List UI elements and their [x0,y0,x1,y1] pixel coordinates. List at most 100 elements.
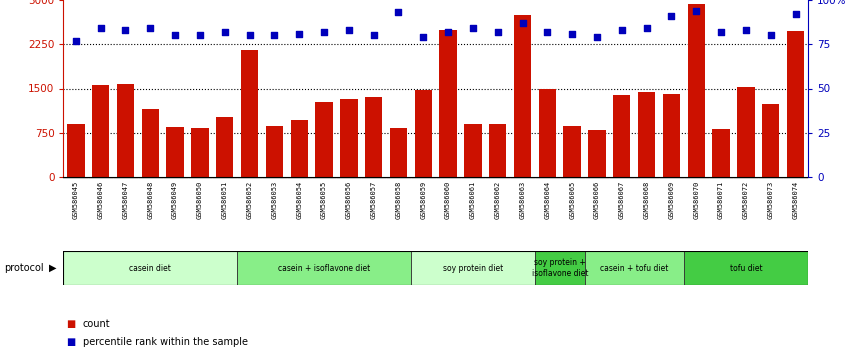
Text: GSM586057: GSM586057 [371,181,376,219]
Point [118,27,132,33]
Point [665,13,678,19]
Point [69,38,83,44]
Point [615,27,629,33]
Text: GSM586053: GSM586053 [272,181,277,219]
Point [764,33,777,38]
Text: GSM586056: GSM586056 [346,181,352,219]
Text: count: count [83,319,111,329]
Text: ■: ■ [66,337,75,347]
Point [243,33,256,38]
Bar [688,4,705,177]
Bar [141,109,159,177]
Point [788,11,802,17]
Bar [266,126,283,177]
Text: tofu diet: tofu diet [729,264,762,273]
Text: GSM586061: GSM586061 [470,181,476,219]
Bar [63,251,237,285]
Text: GSM586050: GSM586050 [197,181,203,219]
Text: protocol: protocol [4,263,44,273]
Point [739,27,753,33]
Point [218,29,232,35]
Point [591,34,604,40]
Text: GSM586064: GSM586064 [544,181,551,219]
Bar [316,102,332,177]
Text: GSM586054: GSM586054 [296,181,302,219]
Bar [585,251,684,285]
Bar [365,97,382,177]
Text: GSM586047: GSM586047 [123,181,129,219]
Text: GSM586072: GSM586072 [743,181,749,219]
Text: GSM586051: GSM586051 [222,181,228,219]
Text: GSM586052: GSM586052 [246,181,253,219]
Text: casein + tofu diet: casein + tofu diet [600,264,668,273]
Bar [117,84,135,177]
Bar [684,251,808,285]
Text: GSM586069: GSM586069 [668,181,674,219]
Bar [563,126,581,177]
Bar [340,98,358,177]
Text: GSM586046: GSM586046 [97,181,104,219]
Point [466,25,480,31]
Point [94,25,107,31]
Point [565,31,579,36]
Bar [737,87,755,177]
Bar [411,251,535,285]
Text: casein diet: casein diet [129,264,171,273]
Point [491,29,504,35]
Text: GSM586059: GSM586059 [420,181,426,219]
Text: ■: ■ [66,319,75,329]
Point [541,29,554,35]
Point [267,33,281,38]
Bar [241,50,258,177]
Point [168,33,182,38]
Point [367,33,381,38]
Bar [67,124,85,177]
Point [293,31,306,36]
Bar [92,85,109,177]
Text: GSM586070: GSM586070 [693,181,700,219]
Text: GSM586071: GSM586071 [718,181,724,219]
Text: GSM586055: GSM586055 [321,181,327,219]
Text: GSM586049: GSM586049 [172,181,179,219]
Text: soy protein diet: soy protein diet [442,264,503,273]
Text: casein + isoflavone diet: casein + isoflavone diet [277,264,371,273]
Point [442,29,455,35]
Point [144,25,157,31]
Text: GSM586065: GSM586065 [569,181,575,219]
Bar [415,90,432,177]
Bar [464,125,481,177]
Text: GSM586066: GSM586066 [594,181,600,219]
Bar [489,125,507,177]
Bar [762,104,779,177]
Point [193,33,206,38]
Bar [290,120,308,177]
Text: GSM586073: GSM586073 [767,181,774,219]
Point [416,34,430,40]
Bar [390,128,407,177]
Text: GSM586067: GSM586067 [618,181,625,219]
Bar [588,130,606,177]
Text: GSM586068: GSM586068 [644,181,650,219]
Point [689,8,703,13]
Text: GSM586063: GSM586063 [519,181,525,219]
Point [714,29,728,35]
Bar [539,88,556,177]
Text: GSM586060: GSM586060 [445,181,451,219]
Bar [787,31,805,177]
Point [516,20,530,26]
Bar [167,127,184,177]
Bar [439,29,457,177]
Text: ▶: ▶ [49,263,57,273]
Text: GSM586048: GSM586048 [147,181,153,219]
Point [640,25,653,31]
Bar [191,128,209,177]
Text: GSM586062: GSM586062 [495,181,501,219]
Text: soy protein +
isoflavone diet: soy protein + isoflavone diet [531,258,588,278]
Bar [237,251,411,285]
Text: GSM586045: GSM586045 [73,181,79,219]
Bar [638,92,656,177]
Bar [712,129,730,177]
Point [342,27,355,33]
Text: GSM586058: GSM586058 [395,181,402,219]
Bar [662,95,680,177]
